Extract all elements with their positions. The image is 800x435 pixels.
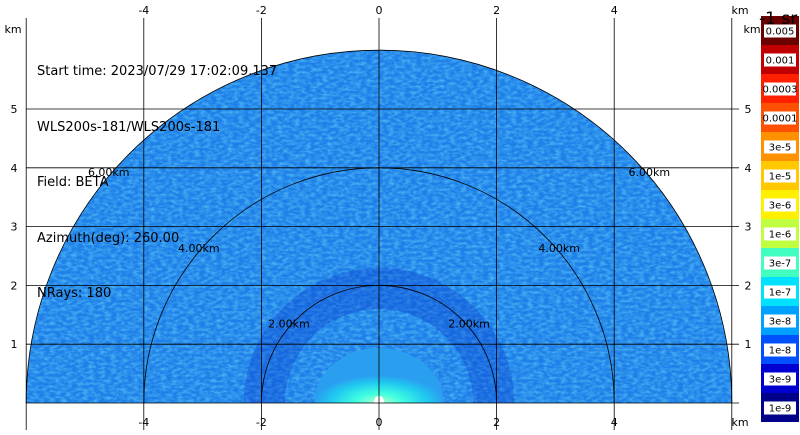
colorbar-label: 0.005 [766,27,795,38]
colorbar: 0.005 0.001 0.0003 0.0001 3e-5 1e-5 3e-6 1e-6 3e… [761,16,799,422]
info-panel: Start time: 2023/07/29 17:02:09.137 WLS2… [37,26,277,322]
colorbar-label: 0.0001 [763,114,798,125]
y-tick-label-left: 5 [11,103,18,116]
colorbar-label: 1e-5 [769,172,792,183]
colorbar-label-bg [764,343,796,357]
axis-ticks: -4 -4 -2 -2 0 0 2 2 4 4 1 1 2 2 3 3 4 4 5 5 km km km km [4,4,760,429]
colorbar-label: 0.0003 [763,85,798,96]
colorbar-title: -1 sr [759,9,798,29]
x-tick-label-bottom: 4 [611,416,618,429]
field-text: Field: BETA [37,175,109,190]
x-tick-label-top: 4 [611,4,618,17]
y-unit-left: km [4,23,21,36]
y-tick-label-left: 3 [11,221,18,234]
colorbar-label-bg [764,140,796,154]
x-tick-label-top: -2 [256,4,267,17]
range-ring [261,285,497,404]
colorbar-label-bg [764,24,796,38]
colorbar-label-bg [764,169,796,183]
x-tick-label-top: -4 [138,4,149,17]
start-time-text: Start time: 2023/07/29 17:02:09.137 [37,64,278,79]
colorbar-label: 1e-8 [769,346,792,357]
range-ring-label: 2.00km [268,317,310,330]
azimuth-text: Azimuth(deg): 260.00 [37,230,180,246]
field-dark-band [243,267,515,403]
y-tick-label-left: 2 [11,279,18,292]
x-unit-bottom: km [731,416,748,429]
grid-lines [25,18,739,430]
colorbar-label: 3e-5 [769,143,792,154]
colorbar-label-bg [764,285,796,299]
range-ring-labels: 2.00km 2.00km 4.00km 4.00km 6.00km 6.00km [88,166,670,330]
y-tick-label-right: 4 [745,162,752,175]
colorbar-label: 1e-9 [769,404,792,415]
range-ring-label: 4.00km [178,242,220,255]
range-ring-label: 4.00km [538,242,580,255]
colorbar-label-bg [764,82,796,96]
x-unit-top: km [731,4,748,17]
range-ring-label: 6.00km [88,166,130,179]
colorbar-label: 1e-7 [769,288,792,299]
colorbar-label: 3e-7 [769,259,792,270]
colorbar-label-bg [764,372,796,386]
colorbar-label: 0.001 [766,56,795,67]
x-tick-label-bottom: 0 [376,416,383,429]
colorbar-label-bg [764,256,796,270]
range-rings [25,49,733,404]
y-tick-label-right: 2 [745,279,752,292]
colorbar-label: 1e-6 [769,230,792,241]
colorbar-label-bg [764,198,796,212]
y-tick-label-right: 3 [745,221,752,234]
x-tick-label-bottom: -4 [138,416,149,429]
range-ring-label: 2.00km [448,317,490,330]
x-tick-label-top: 2 [493,4,500,17]
colorbar-label-bg [764,53,796,67]
range-ring-label: 6.00km [628,166,670,179]
colorbar-label: 3e-9 [769,375,792,386]
y-tick-label-left: 4 [11,162,18,175]
y-tick-label-left: 1 [11,338,18,351]
colorbar-label: 3e-6 [769,201,792,212]
y-unit-right: km [743,23,760,36]
colorbar-label-bg [764,314,796,328]
x-tick-label-top: 0 [376,4,383,17]
x-tick-label-bottom: 2 [493,416,500,429]
colorbar-label: 3e-8 [769,317,792,328]
colorbar-label-bg [764,111,796,125]
range-ring [143,167,615,404]
range-ring [25,49,733,404]
nrays-text: NRays: 180 [37,286,112,301]
x-tick-label-bottom: -2 [256,416,267,429]
colorbar-label-bg [764,401,796,415]
y-tick-label-right: 1 [745,338,752,351]
instrument-text: WLS200s-181/WLS200s-181 [37,119,221,135]
colorbar-label-bg [764,227,796,241]
y-tick-label-right: 5 [745,103,752,116]
